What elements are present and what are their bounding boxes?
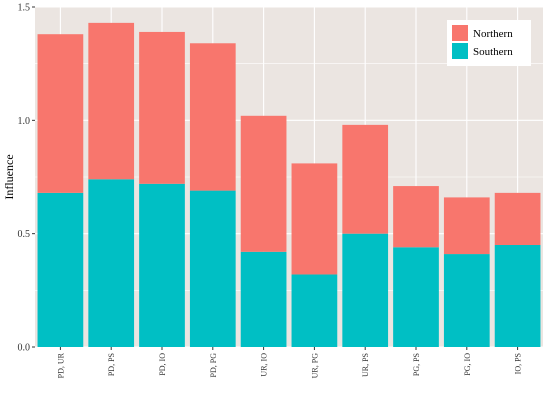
- bar-northern-9: [494, 192, 541, 245]
- bars: [37, 22, 541, 347]
- bar-southern-6: [342, 233, 389, 347]
- bar-northern-8: [443, 197, 490, 255]
- bar-northern-6: [342, 124, 389, 234]
- bar-northern-5: [291, 163, 338, 275]
- bar-northern-1: [88, 22, 135, 180]
- bar-southern-3: [189, 190, 236, 347]
- x-tick-label: PD, PS: [107, 353, 116, 376]
- y-tick-label: 0.5: [18, 229, 31, 240]
- bar-southern-1: [88, 179, 135, 347]
- legend-label-southern: Southern: [473, 46, 513, 58]
- y-tick-label: 1.5: [18, 3, 31, 14]
- legend-key-southern: [452, 43, 468, 59]
- bar-northern-3: [189, 43, 236, 191]
- y-axis: 0.0 0.5 1.0 1.5: [18, 3, 35, 354]
- bar-southern-8: [443, 254, 490, 347]
- x-tick-label: IO, PS: [514, 353, 523, 374]
- bar-northern-2: [139, 31, 185, 184]
- bar-southern-2: [139, 183, 185, 347]
- bar-southern-5: [291, 274, 338, 347]
- y-tick-label: 0.0: [18, 343, 31, 354]
- bar-northern-0: [37, 34, 84, 193]
- bar-northern-7: [393, 186, 439, 248]
- x-tick-label: PD, UR: [56, 352, 65, 378]
- x-tick-label: UR, PG: [310, 353, 319, 379]
- x-tick-label: UR, IO: [260, 353, 269, 377]
- bar-southern-7: [393, 247, 439, 347]
- bar-southern-0: [37, 192, 84, 347]
- x-tick-label: UR, PS: [361, 353, 370, 377]
- x-axis: PD, UR PD, PS PD, IO PD, PG UR, IO UR, PG UR, …: [56, 347, 523, 379]
- bar-southern-4: [240, 251, 287, 347]
- bar-northern-4: [240, 115, 287, 252]
- x-tick-label: PD, IO: [158, 353, 167, 376]
- y-tick-label: 1.0: [18, 116, 31, 127]
- x-tick-label: PD, PG: [209, 353, 218, 378]
- legend-key-northern: [452, 25, 468, 41]
- x-tick-label: PG, IO: [463, 353, 472, 376]
- x-tick-label: PG, PS: [412, 353, 421, 376]
- legend: Northern Southern: [447, 20, 531, 66]
- bar-southern-9: [494, 245, 541, 347]
- y-axis-title: Influence: [2, 154, 16, 199]
- legend-label-northern: Northern: [473, 28, 513, 40]
